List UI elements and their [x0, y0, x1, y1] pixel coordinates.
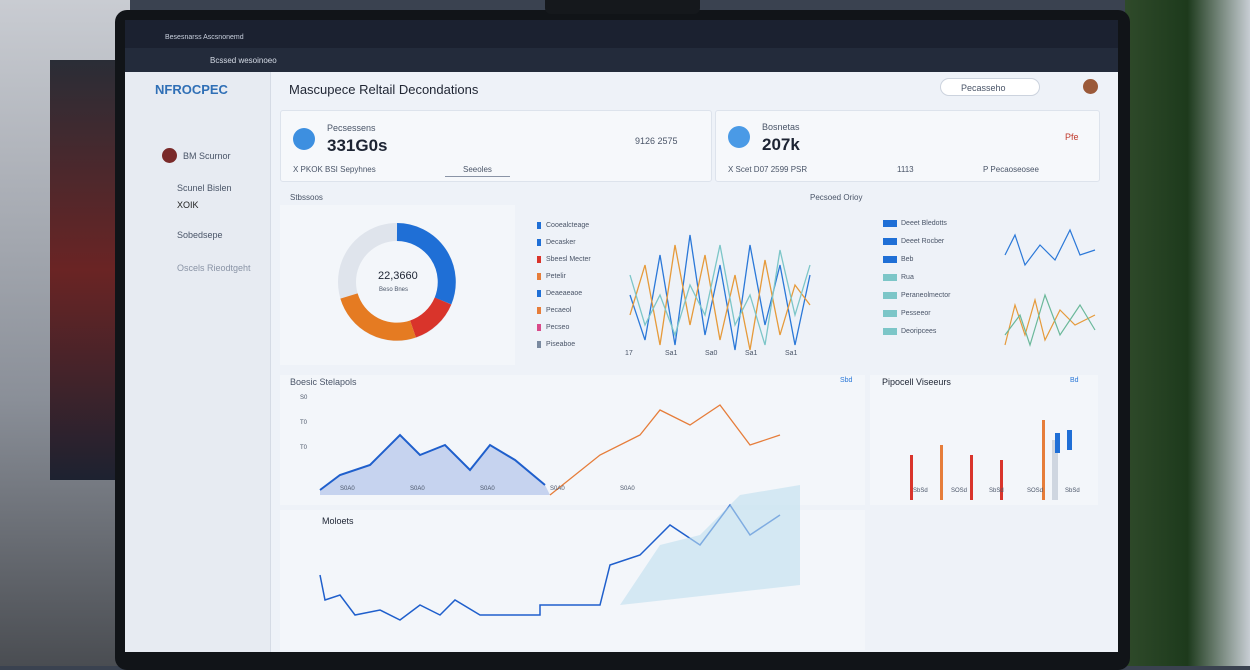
webcam: [545, 0, 700, 14]
card-label: Pecsessens: [327, 123, 376, 133]
plant-bg: [1125, 0, 1250, 666]
card-side: Pfe: [1065, 132, 1079, 142]
donut-sub: Beso Bnes: [379, 287, 409, 293]
bottom-title: Moloets: [322, 516, 354, 526]
area-line: [319, 433, 546, 491]
card-side: 9126 2575: [635, 136, 678, 146]
bars: [910, 420, 1072, 500]
area-title: Boesic Stelapols: [290, 377, 357, 387]
card-footer: X Scet D07 2599 PSR: [728, 165, 808, 174]
legend-item: Peraneolmector: [883, 292, 950, 299]
search[interactable]: Pecasseho: [940, 78, 1040, 96]
legend-item: Pecaeol: [537, 307, 571, 314]
card-icon: [728, 126, 750, 148]
card-tab[interactable]: Seeoles: [445, 165, 510, 177]
legend-item: Deeet Bledotts: [883, 220, 947, 227]
legend-item: Deaeaeaoe: [537, 290, 582, 297]
legend-item: Cooealcteage: [537, 222, 589, 229]
y-tick-label: S0: [300, 395, 308, 401]
section-label: Stbssoos: [290, 193, 323, 202]
address[interactable]: Bcssed wesoinoeo: [210, 56, 277, 65]
card-icon: [293, 128, 315, 150]
donut-segment: [340, 292, 416, 341]
area: [620, 485, 800, 605]
legend-item: Sbeesl Mecter: [537, 256, 591, 263]
sidebar: [125, 72, 271, 652]
card-mid: 1113: [897, 165, 914, 174]
x-tick-label: SbSd: [1065, 488, 1080, 494]
legend-item: Deeet Rocber: [883, 238, 944, 245]
card-value: 207k: [762, 135, 800, 154]
x-tick-label: SbSd: [913, 488, 928, 494]
address-bar[interactable]: [125, 48, 1118, 72]
nav-item[interactable]: XOIK: [177, 200, 199, 210]
x-tick-label: S0A0: [410, 486, 425, 492]
nav-item[interactable]: Sobedsepe: [177, 230, 223, 240]
poster: [50, 60, 120, 480]
x-tick-label: SOSd: [951, 488, 968, 494]
panel: [870, 375, 1098, 505]
card-label: Bosnetas: [762, 122, 800, 132]
card: [715, 110, 1100, 182]
bars-tag: Bd: [1070, 377, 1079, 384]
tab[interactable]: Besesnarss Ascsnonemd: [165, 34, 244, 41]
legend-item: Deoripcees: [883, 328, 936, 335]
area-tag: Sbd: [840, 377, 853, 384]
section-label: Pecsoed Orioy: [810, 193, 863, 202]
donut-segment: [409, 297, 452, 338]
x-tick-label: SOSd: [1027, 488, 1044, 494]
y-tick-label: T0: [300, 445, 308, 451]
legend-item: Petelir: [537, 273, 566, 280]
x-tick-label: SbSd: [989, 488, 1004, 494]
x-tick-label: S0A0: [340, 486, 355, 492]
legend-item: Piseaboe: [537, 341, 575, 348]
donut-segment: [396, 223, 456, 305]
card-footer: X PKOK BSI Sepyhnes: [293, 165, 376, 174]
avatar: [162, 148, 177, 163]
charts: [280, 205, 1098, 650]
page-title: Mascupece Reltail Decondations: [289, 82, 479, 97]
tab-bar: [125, 20, 1118, 48]
x-tick-label: S0A0: [620, 486, 635, 492]
x-tick-label: 17: [625, 350, 633, 357]
legend-item: Pecseo: [537, 324, 569, 331]
nav-item[interactable]: Oscels Rieodtgeht: [177, 263, 251, 273]
line-chart: [629, 234, 811, 351]
profile[interactable]: [1083, 79, 1098, 94]
card: [280, 110, 712, 182]
x-tick-label: S0A0: [550, 486, 565, 492]
legend-item: Decasker: [537, 239, 576, 246]
x-tick-label: S0A0: [480, 486, 495, 492]
legend-item: Rua: [883, 274, 914, 281]
nav-item[interactable]: Scunel Bislen: [177, 183, 232, 193]
screen: Besesnarss Ascsnonemd Bcssed wesoinoeo N…: [125, 20, 1118, 652]
x-tick-label: Sa1: [745, 350, 758, 357]
area: [320, 435, 550, 495]
legend-item: Beb: [883, 256, 913, 263]
card-tab[interactable]: P Pecaoseosee: [983, 165, 1039, 174]
user: BM Scurnor: [183, 151, 231, 161]
x-tick-label: Sa0: [705, 350, 718, 357]
y-tick-label: T0: [300, 420, 308, 426]
legend-item: Pesseeor: [883, 310, 931, 317]
bars-title: Pipocell Viseeurs: [882, 377, 951, 387]
donut-center: 22,3660: [378, 270, 418, 282]
logo[interactable]: NFROCPEC: [155, 82, 228, 97]
card-value: 331G0s: [327, 136, 388, 155]
mini-charts: [1004, 228, 1096, 347]
x-tick-label: Sa1: [785, 350, 798, 357]
line: [549, 404, 781, 496]
x-tick-label: Sa1: [665, 350, 678, 357]
